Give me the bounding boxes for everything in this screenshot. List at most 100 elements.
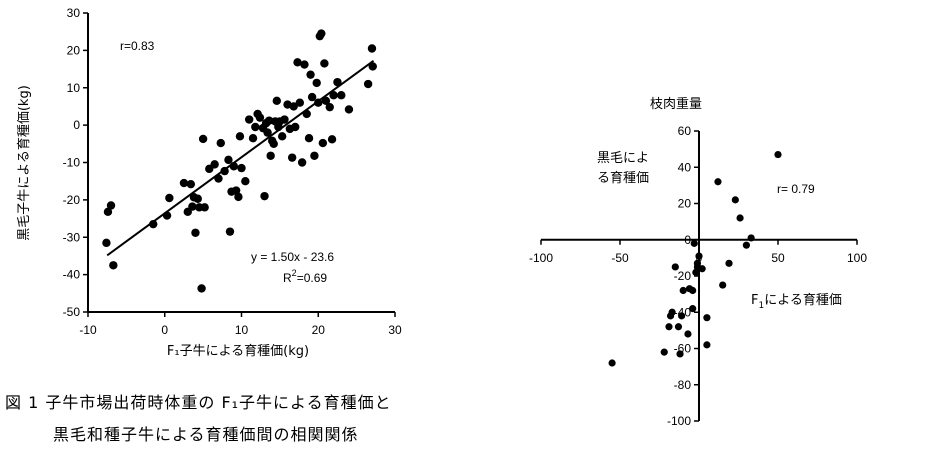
x-tick-label: 10 <box>235 323 249 337</box>
data-point <box>291 122 300 132</box>
data-point <box>193 194 202 203</box>
data-point <box>241 176 250 186</box>
data-point <box>191 228 200 237</box>
data-point <box>344 105 354 114</box>
data-point <box>198 134 208 144</box>
data-point <box>244 115 254 124</box>
data-point <box>320 59 329 68</box>
data-point <box>333 77 342 87</box>
y-tick-label: -30 <box>63 230 81 244</box>
data-point <box>674 323 683 331</box>
data-point <box>162 211 172 220</box>
data-point <box>248 134 258 143</box>
data-point <box>289 102 298 111</box>
data-point <box>719 281 727 289</box>
y-tick-label: -20 <box>63 193 81 207</box>
data-point <box>774 150 782 159</box>
r-squared-label: R2=0.69 <box>283 268 327 285</box>
data-point <box>698 265 706 273</box>
y-tick-label: 60 <box>678 124 692 138</box>
data-point <box>703 314 711 322</box>
data-point <box>197 284 206 293</box>
data-point <box>736 214 744 222</box>
y-axis-label-line2: る育種価 <box>597 170 649 186</box>
y-tick-label: 20 <box>67 43 81 57</box>
data-point <box>214 174 223 183</box>
data-point <box>264 116 274 125</box>
x-axis-label: F1による育種価 <box>751 292 842 311</box>
data-point <box>200 203 209 212</box>
data-point <box>231 186 241 195</box>
data-point <box>225 227 235 236</box>
data-point <box>234 192 243 202</box>
data-point <box>325 102 334 112</box>
x-axis: -10 0 10 20 30 <box>79 311 402 337</box>
data-point <box>210 160 219 169</box>
y-tick-label: -20 <box>674 269 692 283</box>
data-point <box>179 178 189 188</box>
x-tick-label: 20 <box>312 323 326 337</box>
regression-equation: y = 1.50x - 23.6 <box>251 250 334 264</box>
data-point <box>689 305 697 313</box>
data-point <box>312 78 321 88</box>
data-point <box>684 330 692 338</box>
data-point <box>668 308 676 316</box>
y-tick-label: -50 <box>63 305 81 319</box>
data-point <box>269 139 278 149</box>
data-point <box>321 96 331 106</box>
data-point <box>310 151 319 160</box>
y-tick-label: 10 <box>67 81 81 95</box>
data-point <box>106 201 116 210</box>
data-point <box>216 138 225 148</box>
x-tick-label: -100 <box>529 251 553 265</box>
data-point <box>678 312 686 320</box>
correlation-label: r=0.83 <box>120 39 155 53</box>
data-point <box>608 359 616 367</box>
y-tick-label: 30 <box>67 6 81 20</box>
data-point <box>109 261 118 270</box>
data-point <box>224 155 233 165</box>
data-point <box>188 202 197 211</box>
data-point <box>260 191 269 201</box>
data-point <box>665 323 673 331</box>
data-points <box>102 29 377 293</box>
y-axis-label: 黒毛子牛による育種価(kg) <box>16 85 32 241</box>
x-tick-label: 50 <box>771 251 785 265</box>
data-point <box>149 219 158 229</box>
data-point <box>367 44 377 53</box>
x-tick-label: -50 <box>611 251 629 265</box>
y-tick-label: 0 <box>73 118 80 132</box>
data-point <box>302 109 311 119</box>
x-tick-label: 100 <box>847 251 867 265</box>
data-point <box>692 268 700 276</box>
y-axis: 6040200-20-40-60-80-100 <box>667 124 700 428</box>
y-tick-label: -40 <box>63 268 81 282</box>
data-point <box>318 138 328 148</box>
data-point <box>280 115 289 124</box>
data-point <box>272 96 282 106</box>
data-point <box>297 158 307 167</box>
data-point <box>747 234 755 242</box>
data-point <box>235 132 245 141</box>
data-point <box>307 92 317 102</box>
data-point <box>266 151 275 160</box>
data-point <box>263 128 272 137</box>
data-point <box>102 238 111 248</box>
data-point <box>165 193 174 203</box>
data-point <box>229 162 239 171</box>
regression-line <box>106 60 375 257</box>
scatter-chart-weight: 30 20 10 0 -10 -20 -30 -40 -50 -10 0 10 20 30 黒毛子牛によ… <box>16 6 402 359</box>
scatter-chart-carcass: 枝肉重量 6040200-20-40-60-80-100 -100-500501… <box>529 96 867 428</box>
data-point <box>237 163 246 173</box>
data-point <box>660 348 668 356</box>
data-point <box>304 134 314 143</box>
y-tick-label: -80 <box>674 378 692 392</box>
data-point <box>679 286 687 295</box>
data-point <box>300 60 309 69</box>
y-tick-label: 40 <box>678 160 692 174</box>
x-tick-label: 30 <box>388 323 402 337</box>
x-tick-label: 0 <box>161 323 168 337</box>
data-point <box>337 91 346 100</box>
data-point <box>293 58 302 67</box>
